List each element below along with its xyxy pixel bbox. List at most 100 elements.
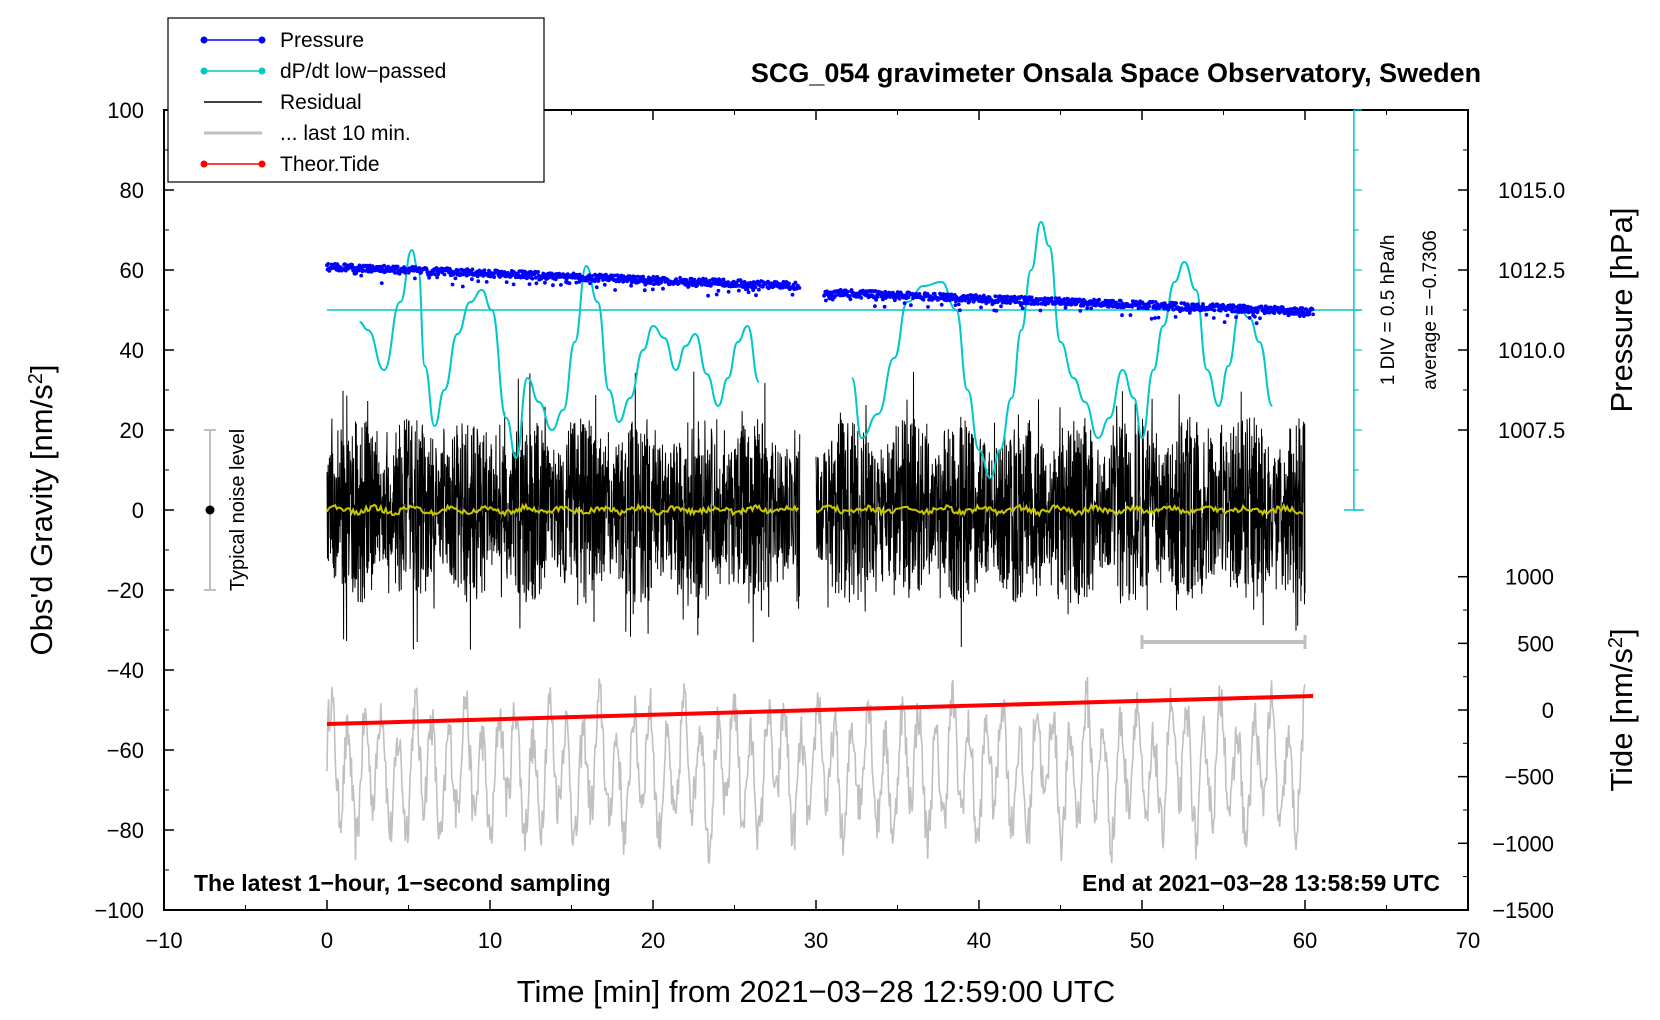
pressure-point bbox=[746, 290, 751, 295]
pressure-point bbox=[1117, 302, 1121, 307]
pressure-point bbox=[475, 274, 480, 279]
legend-label: Residual bbox=[280, 91, 362, 114]
y-tick-label: 40 bbox=[120, 338, 144, 363]
pressure-point bbox=[1173, 315, 1178, 319]
pressure-point bbox=[859, 296, 864, 300]
pressure-point bbox=[1228, 303, 1233, 307]
pressure-point bbox=[574, 280, 579, 285]
residual-line bbox=[326, 371, 801, 650]
pressure-point bbox=[707, 278, 712, 283]
pressure-tick-label: 1015.0 bbox=[1498, 178, 1565, 203]
y-axis-label-left-sup: 2 bbox=[25, 373, 47, 384]
pressure-point bbox=[695, 283, 700, 288]
pressure-point bbox=[564, 277, 569, 282]
pressure-point bbox=[432, 272, 437, 277]
legend-marker bbox=[258, 67, 266, 75]
pressure-point bbox=[1118, 299, 1123, 303]
legend-marker bbox=[258, 160, 266, 168]
x-tick-label: 50 bbox=[1130, 928, 1154, 953]
pressure-point bbox=[359, 273, 364, 278]
pressure-point bbox=[413, 276, 417, 281]
pressure-point bbox=[484, 280, 489, 284]
pressure-point bbox=[845, 289, 850, 294]
pressure-point bbox=[692, 277, 697, 282]
legend-label: Theor.Tide bbox=[280, 153, 380, 176]
pressure-point bbox=[1201, 302, 1205, 306]
pressure-point bbox=[1247, 316, 1252, 320]
pressure-point bbox=[577, 272, 582, 277]
pressure-point bbox=[1150, 299, 1155, 304]
pressure-point bbox=[751, 288, 756, 292]
pressure-point bbox=[1089, 306, 1093, 311]
y-tick-label: 80 bbox=[120, 178, 144, 203]
y-tick-label: −40 bbox=[107, 658, 144, 683]
y-axis-label-pressure: Pressure [hPa] bbox=[1604, 207, 1639, 412]
pressure-point bbox=[435, 275, 439, 280]
pressure-point bbox=[1254, 321, 1259, 326]
pressure-point bbox=[949, 292, 954, 297]
pressure-point bbox=[847, 294, 852, 298]
pressure-point bbox=[1259, 304, 1264, 309]
pressure-point bbox=[1310, 307, 1315, 312]
pressure-point bbox=[650, 287, 655, 292]
pressure-point bbox=[953, 303, 958, 307]
pressure-point bbox=[754, 293, 758, 298]
pressure-point bbox=[993, 294, 998, 299]
pressure-point bbox=[482, 268, 487, 273]
pressure-point bbox=[1272, 311, 1277, 315]
pressure-point bbox=[824, 298, 828, 303]
pressure-point bbox=[958, 308, 962, 313]
y-axis-label-tide-main: Tide [nm/s bbox=[1604, 648, 1639, 792]
pressure-point bbox=[848, 297, 853, 302]
pressure-point bbox=[1204, 312, 1209, 317]
pressure-point bbox=[1258, 316, 1262, 321]
pressure-point bbox=[434, 266, 439, 270]
tide-tick-label: −1000 bbox=[1492, 831, 1554, 856]
pressure-point bbox=[326, 262, 330, 266]
pressure-point bbox=[511, 282, 516, 287]
pressure-point bbox=[1232, 304, 1237, 309]
pressure-point bbox=[642, 288, 647, 293]
y-tick-label: 0 bbox=[132, 498, 144, 523]
theor-tide-line bbox=[326, 694, 1314, 726]
y-axis-label-left-main: Obs'd Gravity [nm/s bbox=[24, 384, 59, 655]
pressure-point bbox=[944, 298, 949, 303]
y-tick-label: −60 bbox=[107, 738, 144, 763]
pressure-point bbox=[1246, 304, 1250, 309]
ddt-scale-label: 1 DIV = 0.5 hPa/h bbox=[1378, 235, 1399, 386]
pressure-point bbox=[1300, 306, 1305, 310]
pressure-point bbox=[1036, 302, 1040, 306]
pressure-point bbox=[710, 281, 714, 286]
pressure-point bbox=[1130, 304, 1135, 309]
pressure-point bbox=[442, 272, 447, 277]
pressure-point bbox=[1057, 296, 1062, 301]
pressure-point bbox=[1120, 313, 1124, 318]
pressure-point bbox=[932, 291, 937, 296]
x-tick-label: 70 bbox=[1456, 928, 1480, 953]
pressure-point bbox=[551, 283, 555, 288]
pressure-point bbox=[1153, 300, 1158, 304]
pressure-point bbox=[470, 277, 474, 282]
x-tick-label: 20 bbox=[641, 928, 665, 953]
x-tick-label: 40 bbox=[967, 928, 991, 953]
pressure-point bbox=[875, 295, 880, 299]
legend: Pressure dP/dt low−passed Residual ... last… bbox=[167, 17, 545, 183]
pressure-point bbox=[366, 269, 371, 274]
residual-smoothed-line bbox=[815, 502, 1304, 518]
pressure-point bbox=[1222, 320, 1227, 324]
pressure-point bbox=[1008, 301, 1012, 305]
pressure-point bbox=[1078, 309, 1083, 313]
bottom-right-note: End at 2021−03−28 13:58:59 UTC bbox=[1082, 870, 1440, 896]
pressure-point bbox=[984, 301, 989, 306]
pressure-point bbox=[395, 264, 400, 269]
pressure-point bbox=[614, 279, 619, 284]
pressure-point bbox=[678, 275, 682, 280]
bottom-left-note: The latest 1−hour, 1−second sampling bbox=[194, 870, 611, 896]
pressure-point bbox=[1147, 304, 1152, 309]
pressure-point bbox=[567, 281, 572, 286]
x-tick-label: 30 bbox=[804, 928, 828, 953]
pressure-point bbox=[721, 277, 726, 282]
pressure-point bbox=[533, 275, 538, 280]
legend-label: dP/dt low−passed bbox=[280, 60, 446, 83]
